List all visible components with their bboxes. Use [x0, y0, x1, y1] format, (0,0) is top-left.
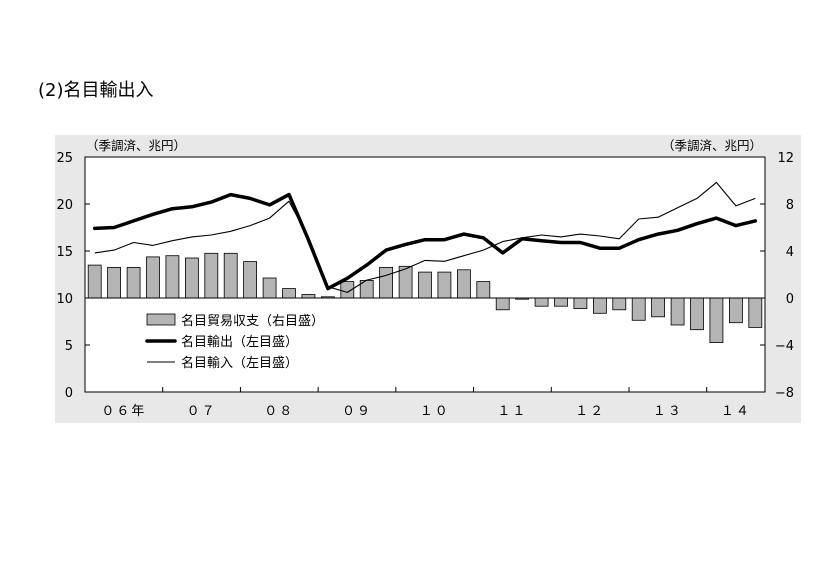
legend-bar-swatch — [146, 313, 176, 326]
chart-title: (2)名目輸出入 — [38, 80, 154, 101]
y-tick-label: 20 — [56, 198, 73, 213]
bar — [243, 261, 258, 299]
y2-tick-label: 12 — [777, 151, 794, 166]
bar — [126, 266, 141, 299]
bar — [184, 257, 199, 299]
x-tick-label: ０８ — [264, 404, 294, 419]
bar — [651, 297, 665, 318]
y-tick-label: 25 — [56, 151, 73, 166]
bar — [748, 297, 763, 328]
y-tick-label: 5 — [65, 339, 73, 354]
x-tick-label: １３ — [653, 404, 683, 419]
x-tick-label: １２ — [575, 404, 605, 419]
bar — [495, 297, 510, 311]
bar — [729, 297, 743, 324]
bar — [146, 256, 160, 299]
x-tick-label: １１ — [497, 404, 527, 419]
import-series-line — [94, 181, 756, 293]
export-series-line — [92, 192, 758, 291]
right-axis-unit-label: （季調済、兆円） — [662, 138, 762, 153]
bar — [282, 288, 296, 299]
legend-label: 名目輸出（左目盛） — [181, 334, 298, 350]
bar — [262, 277, 277, 299]
x-tick-label: １４ — [721, 404, 751, 419]
x-tick-label: ０６年 — [101, 404, 146, 419]
y2-tick-label: 0 — [786, 292, 794, 307]
bar — [709, 297, 724, 343]
bar — [418, 271, 432, 299]
bar — [593, 297, 607, 314]
bar — [87, 264, 102, 299]
line-series-group — [92, 181, 758, 293]
bar — [301, 294, 316, 299]
bar — [670, 297, 685, 326]
bar — [534, 297, 549, 307]
bar — [204, 252, 219, 299]
bar — [437, 271, 452, 299]
bar — [612, 297, 627, 311]
y2-tick-label: 8 — [786, 198, 794, 213]
y-tick-label: 0 — [65, 386, 73, 401]
left-axis-unit-label: （季調済、兆円） — [86, 138, 186, 153]
legend-label: 名目貿易収支（右目盛） — [181, 313, 324, 329]
x-tick-label: ０７ — [187, 404, 217, 419]
bar — [398, 265, 413, 299]
bar — [554, 297, 568, 307]
bar — [573, 297, 588, 310]
bar — [631, 297, 646, 321]
bar — [223, 252, 238, 299]
y2-tick-label: 4 — [786, 245, 794, 260]
plot-frame — [84, 156, 766, 393]
bar — [690, 297, 704, 331]
bar — [107, 266, 121, 299]
y2-tick-label: −4 — [775, 339, 794, 354]
bar — [165, 255, 180, 299]
x-tick-label: ０９ — [342, 404, 372, 419]
y-tick-label: 15 — [56, 245, 73, 260]
bar-series-group — [87, 252, 763, 343]
legend-label: 名目輸入（左目盛） — [181, 355, 298, 371]
y-tick-label: 10 — [56, 292, 73, 307]
y2-tick-label: −8 — [775, 386, 794, 401]
axes-group: 0 5 10 15 20 25 −8 −4 0 4 8 12 ０６年 ０７ ０８ ０９ １０ １１ １２ １３ １４ — [56, 151, 794, 419]
legend: 名目貿易収支（右目盛） 名目輸出（左目盛） 名目輸入（左目盛） — [145, 313, 324, 371]
bar — [476, 281, 491, 299]
bar — [456, 269, 471, 299]
bar — [379, 266, 394, 299]
x-tick-label: １０ — [420, 404, 450, 419]
